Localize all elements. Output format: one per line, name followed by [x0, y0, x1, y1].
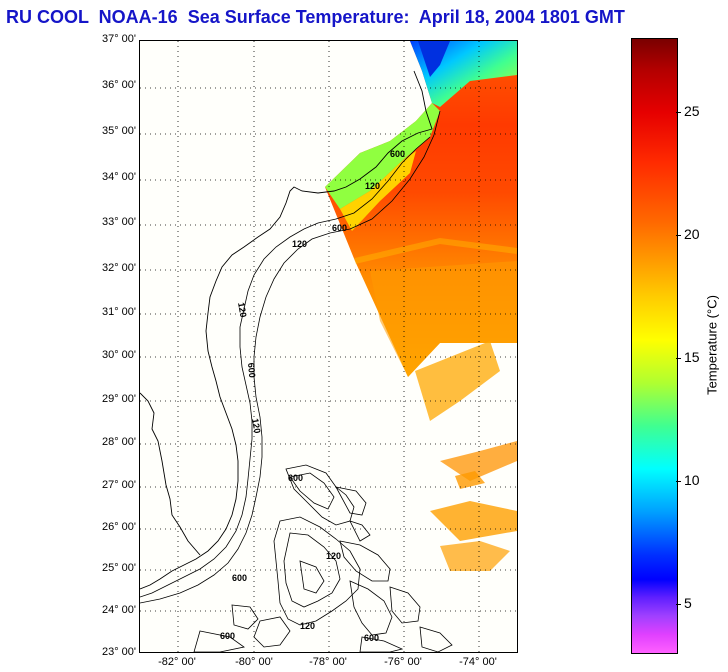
- latitude-label: 36° 00': [101, 79, 136, 91]
- contour-label: 600: [332, 223, 347, 233]
- latitude-label: 26° 00': [101, 521, 136, 533]
- contour-label: 600: [232, 573, 247, 583]
- latitude-label: 25° 00': [101, 562, 136, 574]
- isobath-600: [140, 110, 441, 604]
- latitude-label: 30° 00': [101, 349, 136, 361]
- temperature-colorbar: [631, 38, 678, 654]
- contour-label: 600: [390, 149, 405, 159]
- map-canvas: 120 600 120 600 600 120 120 600 600 120 …: [140, 41, 517, 652]
- latitude-label: 24° 00': [101, 604, 136, 616]
- isobath-120: [140, 136, 431, 598]
- latitude-label: 35° 00': [101, 125, 136, 137]
- contour-label: 120: [292, 239, 307, 249]
- contour-label: 600: [364, 633, 379, 643]
- contour-labels: 120 600 120 600 600 120 120 600 600 120 …: [220, 149, 405, 643]
- sst-map[interactable]: 120 600 120 600 600 120 120 600 600 120 …: [139, 40, 518, 653]
- map-title: RU COOL NOAA-16 Sea Surface Temperature:…: [6, 7, 625, 27]
- contour-label: 120: [326, 551, 341, 561]
- longitude-label: -76° 00': [384, 656, 422, 668]
- coastline: [140, 70, 433, 590]
- latitude-label: 34° 00': [101, 171, 136, 183]
- latitude-label: 32° 00': [101, 262, 136, 274]
- longitude-label: -82° 00': [158, 656, 196, 668]
- bahamas-islands: [193, 464, 453, 652]
- colorbar-label: 5: [684, 595, 692, 611]
- latitude-label: 33° 00': [101, 216, 136, 228]
- contour-label: 120: [236, 302, 248, 319]
- contour-label: 120: [365, 181, 380, 191]
- contour-label: 120: [300, 621, 315, 631]
- contour-label: 600: [246, 362, 257, 378]
- colorbar-tick: [676, 481, 681, 482]
- colorbar-label: 25: [684, 103, 700, 119]
- contour-label: 600: [220, 631, 235, 641]
- colorbar-label: 20: [684, 226, 700, 242]
- longitude-label: -74° 00': [459, 656, 497, 668]
- latitude-axis: 37° 00' 36° 00' 35° 00' 34° 00' 33° 00' …: [74, 0, 136, 672]
- colorbar-label: 15: [684, 349, 700, 365]
- contour-label: 600: [288, 473, 303, 483]
- colorbar-tick: [676, 604, 681, 605]
- latitude-label: 29° 00': [101, 393, 136, 405]
- colorbar-tick: [676, 358, 681, 359]
- colorbar-title: Temperature (°C): [704, 295, 720, 395]
- contour-label: 120: [250, 418, 262, 435]
- longitude-label: -78° 00': [309, 656, 347, 668]
- sst-swath: [325, 41, 517, 571]
- colorbar-label: 10: [684, 472, 700, 488]
- longitude-label: -80° 00': [235, 656, 273, 668]
- latitude-label: 28° 00': [101, 436, 136, 448]
- latitude-label: 23° 00': [101, 646, 136, 658]
- latitude-label: 31° 00': [101, 306, 136, 318]
- colorbar-tick: [676, 235, 681, 236]
- colorbar-tick: [676, 112, 681, 113]
- gulf-coastline: [140, 392, 201, 556]
- graticule: [140, 41, 517, 652]
- latitude-label: 37° 00': [101, 33, 136, 45]
- latitude-label: 27° 00': [101, 479, 136, 491]
